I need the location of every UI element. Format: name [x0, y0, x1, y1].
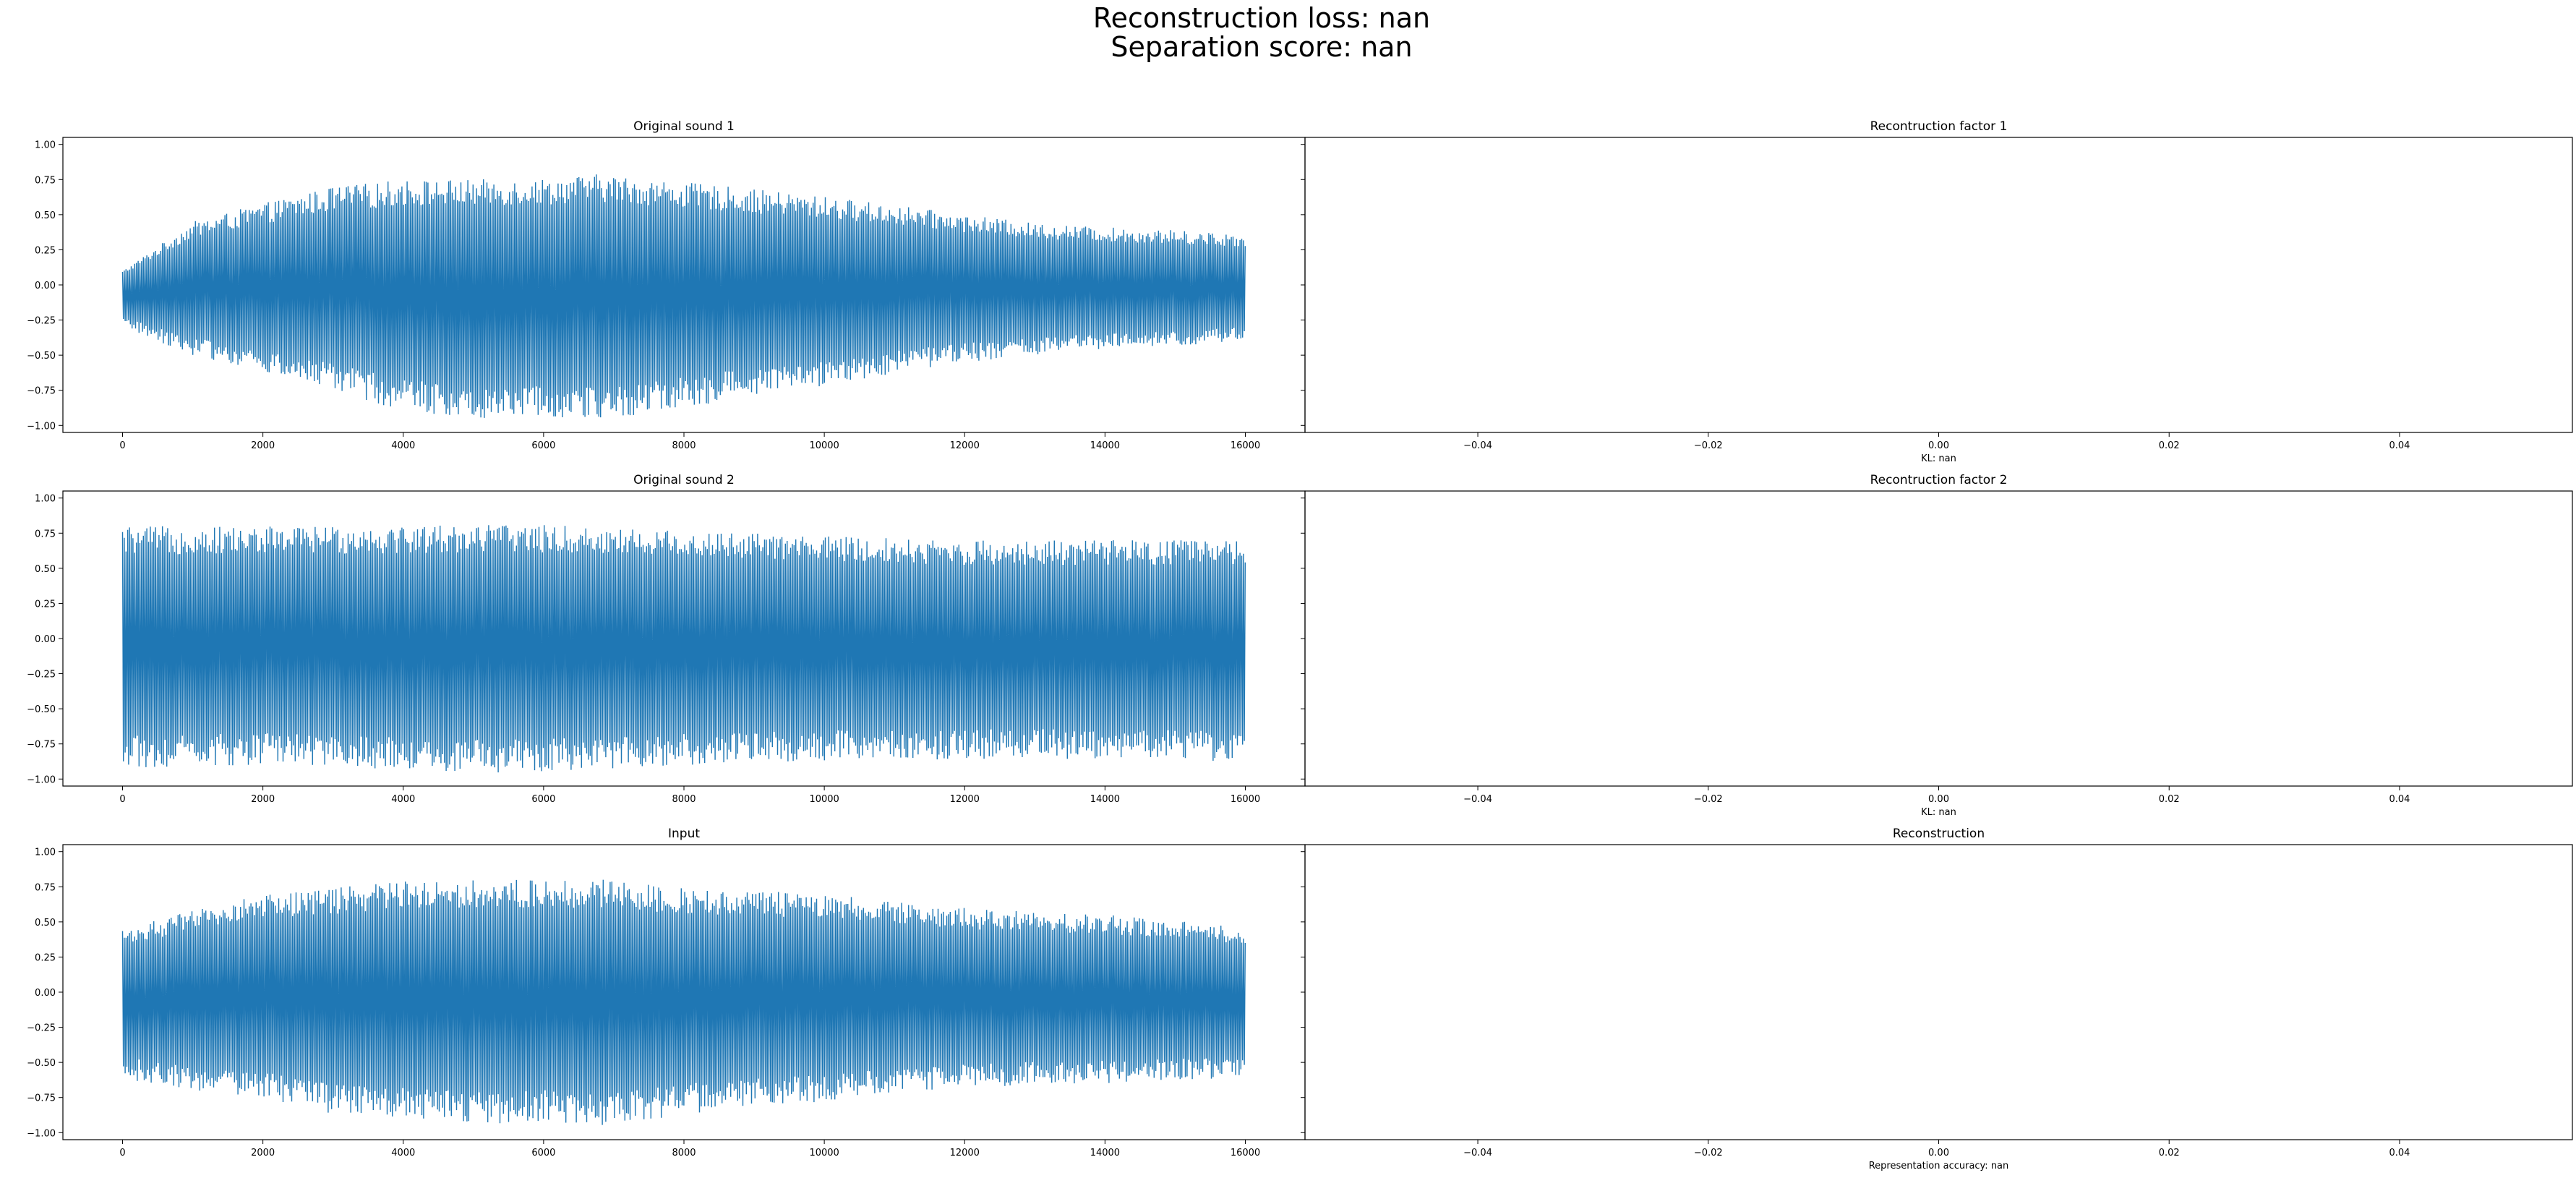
x-tick-label-orig1: 4000	[391, 440, 415, 451]
y-tick-label-input: 0.75	[35, 882, 56, 893]
y-tick-label-input: −0.75	[27, 1093, 56, 1104]
y-tick-label-orig2: 1.00	[35, 494, 56, 505]
y-tick-label-orig2: −0.50	[27, 704, 56, 715]
axes-frame-recon	[1304, 844, 2573, 1140]
x-axis-label-recon: Representation accuracy: nan	[1869, 1161, 2009, 1171]
x-tick-label-orig2: 8000	[672, 794, 696, 805]
x-tick-label-input: 8000	[672, 1148, 696, 1158]
y-tick-label-input: −0.50	[27, 1058, 56, 1069]
y-tick-label-orig2: 0.25	[35, 599, 56, 610]
x-tick-label-orig1: 10000	[809, 440, 839, 451]
x-tick-label-recon: −0.04	[1463, 1148, 1492, 1158]
x-axis-label-recon2: KL: nan	[1921, 807, 1956, 818]
x-tick-label-orig2: 2000	[251, 794, 275, 805]
x-tick-label-orig1: 2000	[251, 440, 275, 451]
y-tick-label-orig1: −0.75	[27, 386, 56, 397]
x-tick-label-orig2: 14000	[1090, 794, 1120, 805]
y-tick-label-input: −0.25	[27, 1023, 56, 1034]
y-tick-label-orig1: 0.25	[35, 245, 56, 256]
x-tick-label-recon: −0.02	[1694, 1148, 1723, 1158]
x-tick-label-orig1: 6000	[531, 440, 555, 451]
x-tick-label-recon1: −0.02	[1694, 440, 1723, 451]
x-tick-label-orig2: 6000	[531, 794, 555, 805]
y-tick-label-input: 0.00	[35, 988, 56, 999]
x-tick-label-recon2: 0.04	[2389, 794, 2410, 805]
x-tick-label-recon: 0.00	[1928, 1148, 1949, 1158]
figure-title-score: Separation score: nan	[1111, 31, 1412, 63]
signal-line-input	[121, 879, 1246, 1125]
subplot-orig2: Original sound 2 0 2000 4000 6000 8000 10000 12…	[27, 473, 1306, 805]
figure-title-loss: Reconstruction loss: nan	[1093, 2, 1430, 34]
x-tick-label-orig2: 10000	[809, 794, 839, 805]
subplot-title-input: Input	[668, 827, 700, 841]
y-tick-label-orig1: −0.50	[27, 351, 56, 362]
x-tick-label-input: 0	[119, 1148, 125, 1158]
x-tick-label-orig1: 0	[119, 440, 125, 451]
y-tick-label-orig2: −0.25	[27, 670, 56, 680]
subplot-title-recon2: Recontruction factor 2	[1870, 473, 2008, 487]
x-tick-label-orig1: 14000	[1090, 440, 1120, 451]
x-tick-label-recon1: 0.02	[2159, 440, 2180, 451]
x-tick-label-orig1: 12000	[950, 440, 980, 451]
y-tick-label-input: 0.50	[35, 918, 56, 929]
y-tick-label-orig1: 0.00	[35, 281, 56, 291]
y-tick-label-orig1: 1.00	[35, 140, 56, 151]
x-tick-label-input: 16000	[1231, 1148, 1260, 1158]
signal-line-orig1	[121, 174, 1246, 418]
y-tick-label-orig2: 0.50	[35, 564, 56, 575]
y-tick-label-orig2: 0.75	[35, 529, 56, 539]
axes-frame-recon1	[1304, 137, 2573, 433]
x-tick-label-recon2: 0.00	[1928, 794, 1949, 805]
x-tick-label-orig2: 0	[119, 794, 125, 805]
x-axis-label-recon1: KL: nan	[1921, 453, 1956, 464]
x-tick-label-orig2: 16000	[1231, 794, 1260, 805]
x-tick-label-input: 12000	[950, 1148, 980, 1158]
subplot-grid: Original sound 1 0 2000 4000 6000 8000 10000 12…	[27, 119, 2573, 1171]
y-tick-label-orig1: 0.50	[35, 210, 56, 221]
x-tick-label-recon2: −0.04	[1463, 794, 1492, 805]
y-tick-label-orig2: −0.75	[27, 740, 56, 751]
x-tick-label-orig2: 4000	[391, 794, 415, 805]
subplot-title-orig2: Original sound 2	[633, 473, 735, 487]
x-tick-label-recon: 0.04	[2389, 1148, 2410, 1158]
subplot-input: Input 0 2000 4000 6000 8000 10000 12000 14000 160…	[27, 827, 1306, 1158]
subplot-recon: Reconstruction −0.04 −0.02 0.00 0.02 0.04 Repr…	[1301, 827, 2573, 1171]
x-tick-label-orig1: 8000	[672, 440, 696, 451]
x-tick-label-input: 2000	[251, 1148, 275, 1158]
subplot-orig1: Original sound 1 0 2000 4000 6000 8000 10000 12…	[27, 119, 1306, 451]
x-tick-label-orig2: 12000	[950, 794, 980, 805]
subplot-recon1: Recontruction factor 1 −0.04 −0.02 0.00 0.02…	[1301, 119, 2573, 464]
signal-line-orig2	[121, 525, 1246, 773]
y-tick-label-orig1: −1.00	[27, 421, 56, 432]
x-tick-label-recon1: 0.00	[1928, 440, 1949, 451]
subplot-title-recon: Reconstruction	[1893, 827, 1985, 841]
y-tick-label-orig1: 0.75	[35, 175, 56, 186]
x-tick-label-recon: 0.02	[2159, 1148, 2180, 1158]
x-tick-label-recon2: −0.02	[1694, 794, 1723, 805]
x-tick-label-recon1: 0.04	[2389, 440, 2410, 451]
y-tick-label-input: −1.00	[27, 1128, 56, 1139]
y-tick-label-orig2: 0.00	[35, 634, 56, 645]
subplot-title-orig1: Original sound 1	[633, 119, 735, 134]
x-tick-label-input: 4000	[391, 1148, 415, 1158]
x-tick-label-input: 10000	[809, 1148, 839, 1158]
x-tick-label-recon2: 0.02	[2159, 794, 2180, 805]
subplot-recon2: Recontruction factor 2 −0.04 −0.02 0.00 0.02…	[1301, 473, 2573, 818]
x-tick-label-recon1: −0.04	[1463, 440, 1492, 451]
y-tick-label-input: 1.00	[35, 848, 56, 858]
x-tick-label-orig1: 16000	[1231, 440, 1260, 451]
y-tick-label-orig1: −0.25	[27, 316, 56, 327]
subplot-title-recon1: Recontruction factor 1	[1870, 119, 2008, 134]
axes-frame-recon2	[1304, 490, 2573, 787]
x-tick-label-input: 14000	[1090, 1148, 1120, 1158]
y-tick-label-orig2: −1.00	[27, 774, 56, 785]
y-tick-label-input: 0.25	[35, 952, 56, 963]
x-tick-label-input: 6000	[531, 1148, 555, 1158]
